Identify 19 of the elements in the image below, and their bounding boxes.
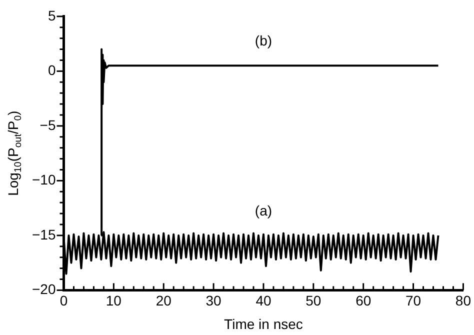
annotation: (a): [254, 202, 272, 218]
x-tick-label: 10: [106, 292, 122, 308]
x-tick-label: 30: [206, 292, 222, 308]
y-tick-label: 5: [48, 7, 56, 24]
y-tick-label: −5: [40, 116, 56, 133]
y-tick-label: −20: [32, 281, 56, 298]
x-tick-label: 40: [256, 292, 272, 308]
x-tick-label: 50: [306, 292, 322, 308]
x-tick-label: 60: [356, 292, 372, 308]
y-tick-label: 0: [48, 62, 56, 78]
annotation: (b): [254, 32, 272, 49]
x-tick-label: 80: [455, 292, 472, 308]
x-tick-label: 20: [156, 292, 172, 308]
y-tick-label: −15: [32, 226, 56, 242]
x-tick-label: 70: [405, 292, 422, 308]
x-axis-title: Time in nsec: [224, 316, 303, 332]
y-axis-title: Log10(Pout/P0): [4, 110, 24, 196]
y-tick-label: −10: [32, 172, 56, 188]
x-tick-label: 0: [60, 292, 68, 308]
